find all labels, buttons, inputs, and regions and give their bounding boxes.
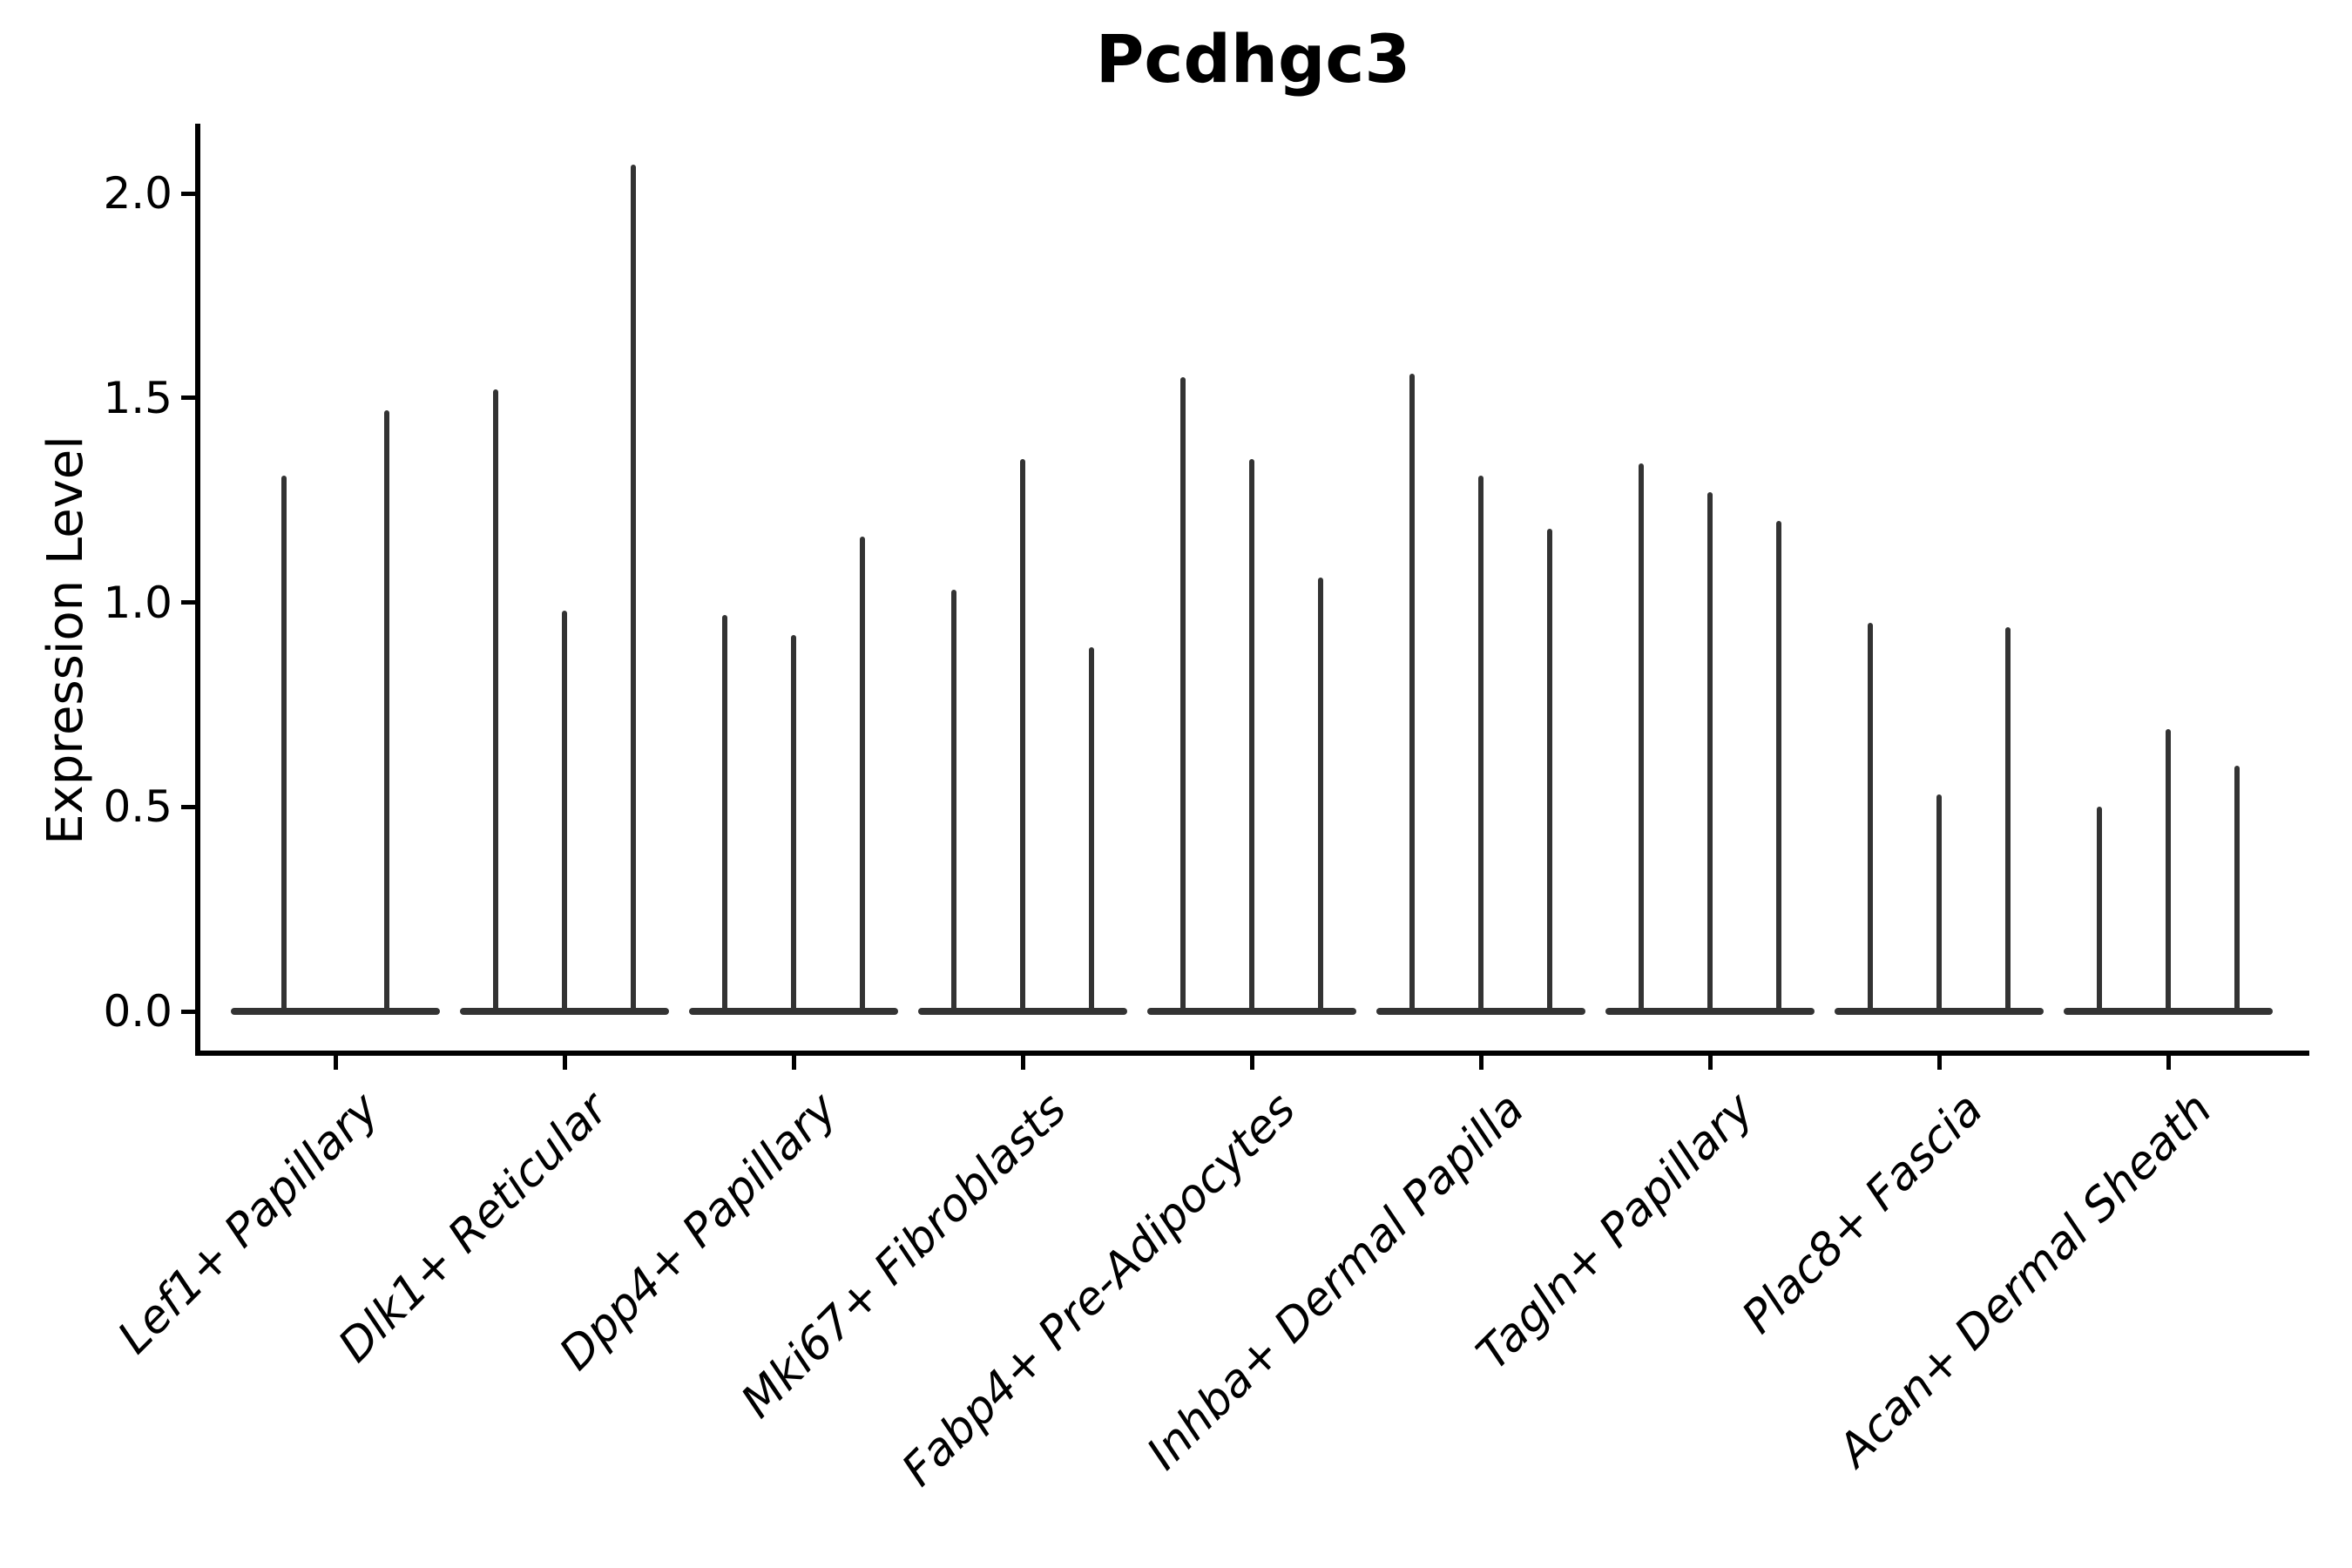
violin-spike <box>281 475 287 1015</box>
violin-spike <box>1639 463 1644 1015</box>
x-tick-mark <box>1936 1056 1942 1070</box>
y-tick-mark <box>181 395 195 401</box>
x-tick-mark <box>562 1056 567 1070</box>
violin-spike <box>722 614 727 1015</box>
violin-spike <box>1478 475 1484 1015</box>
violin-spike <box>1318 578 1323 1015</box>
x-tick-mark <box>1478 1056 1484 1070</box>
x-tick-mark <box>1020 1056 1025 1070</box>
y-tick-mark <box>181 191 195 196</box>
y-tick-label: 1.5 <box>103 372 172 423</box>
violin-spike <box>562 610 567 1015</box>
y-tick-label: 2.0 <box>103 168 172 219</box>
violin-spike <box>1409 373 1415 1015</box>
x-tick-label: Acan+ Dermal Sheath <box>1828 1083 2222 1477</box>
y-tick-mark <box>181 1009 195 1014</box>
violin-spike <box>1776 520 1781 1015</box>
y-tick-mark <box>181 600 195 605</box>
x-tick-label: Inhba+ Dermal Papilla <box>1137 1083 1535 1481</box>
violin-baseline <box>231 1008 440 1015</box>
violin-spike <box>2166 729 2171 1015</box>
violin-spike <box>1936 794 1942 1015</box>
y-tick-label: 1.0 <box>103 577 172 628</box>
violin-spike <box>1707 491 1713 1015</box>
x-tick-mark <box>333 1056 338 1070</box>
violin-spike <box>2005 626 2011 1015</box>
violin-spike <box>1868 622 1873 1015</box>
violin-spike <box>1089 647 1094 1015</box>
violin-spike <box>1547 528 1552 1015</box>
violin-spike <box>384 409 389 1015</box>
x-tick-label: Plac8+ Fascia <box>1732 1083 1993 1344</box>
violin-spike <box>1180 377 1186 1015</box>
x-tick-mark <box>791 1056 796 1070</box>
violin-spike <box>493 389 498 1015</box>
violin-spike <box>631 165 636 1015</box>
violin-spike <box>791 635 796 1015</box>
violin-spike <box>1020 459 1025 1015</box>
x-axis-spine <box>195 1051 2309 1056</box>
x-tick-mark <box>1707 1056 1713 1070</box>
y-tick-label: 0.5 <box>103 781 172 833</box>
violin-spike <box>951 590 956 1015</box>
violin-spike <box>860 537 865 1015</box>
y-tick-mark <box>181 804 195 809</box>
violin-spike <box>2097 807 2102 1015</box>
x-tick-mark <box>2166 1056 2171 1070</box>
violin-spike <box>2234 766 2240 1015</box>
x-tick-label: Fabp4+ Pre-Adipocytes <box>892 1083 1306 1497</box>
chart-title: Pcdhgc3 <box>1095 20 1411 98</box>
violin-spike <box>1249 459 1254 1015</box>
x-tick-mark <box>1249 1056 1254 1070</box>
y-axis-spine <box>195 124 200 1056</box>
y-tick-label: 0.0 <box>103 986 172 1037</box>
